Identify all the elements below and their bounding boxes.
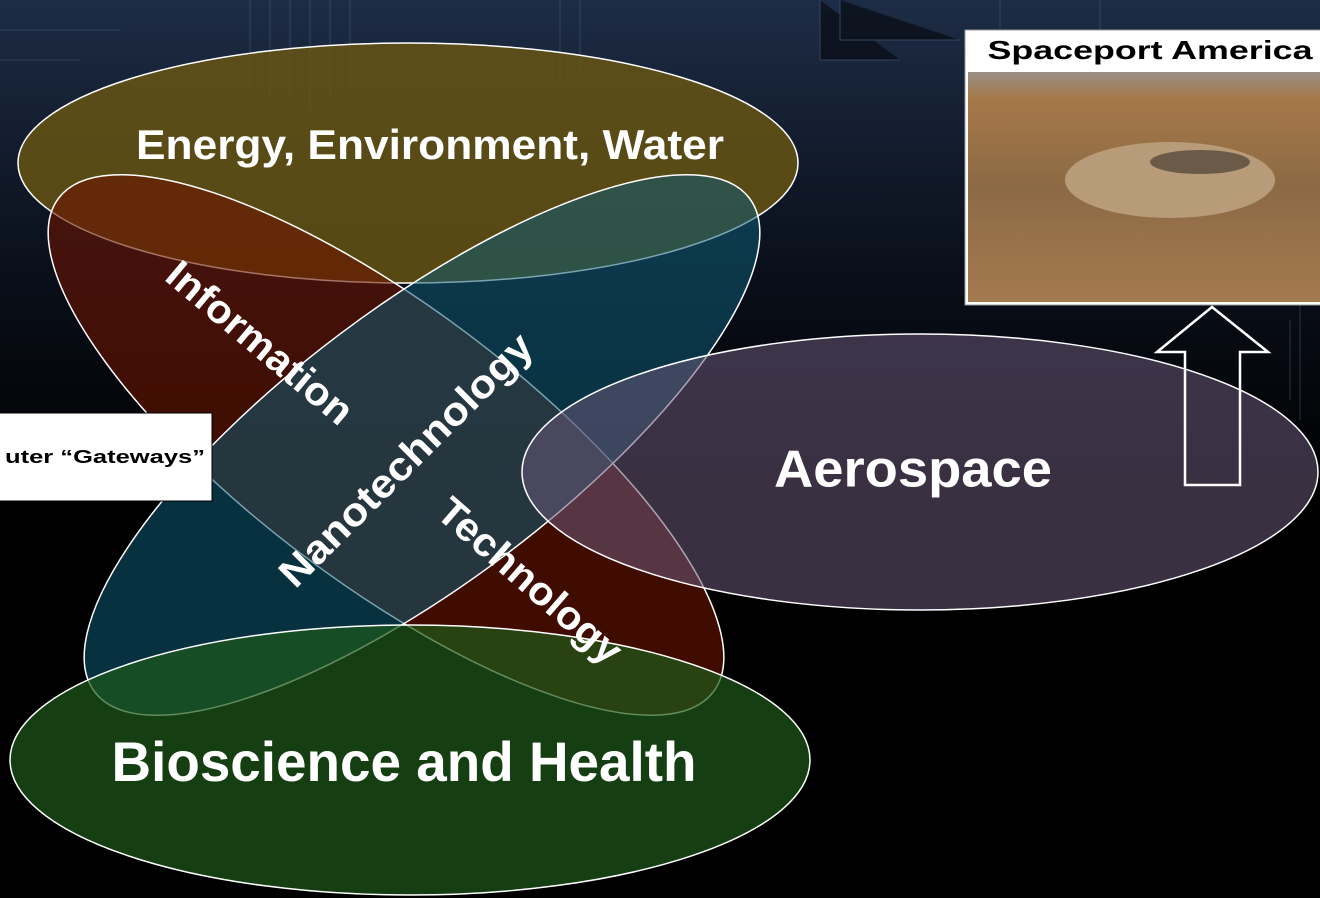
slide: Energy, Environment, Water Information N… <box>0 0 1320 898</box>
photo-caption: Spaceport America <box>988 35 1314 65</box>
energy-label: Energy, Environment, Water <box>136 121 724 168</box>
photo-roof <box>1150 150 1250 174</box>
callout-label: uter “Gateways” <box>5 447 205 467</box>
photo-panel: Spaceport America <box>965 30 1320 305</box>
aerospace-label: Aerospace <box>774 441 1052 499</box>
bioscience-label: Bioscience and Health <box>112 730 697 793</box>
callout-box: uter “Gateways” <box>0 413 212 501</box>
